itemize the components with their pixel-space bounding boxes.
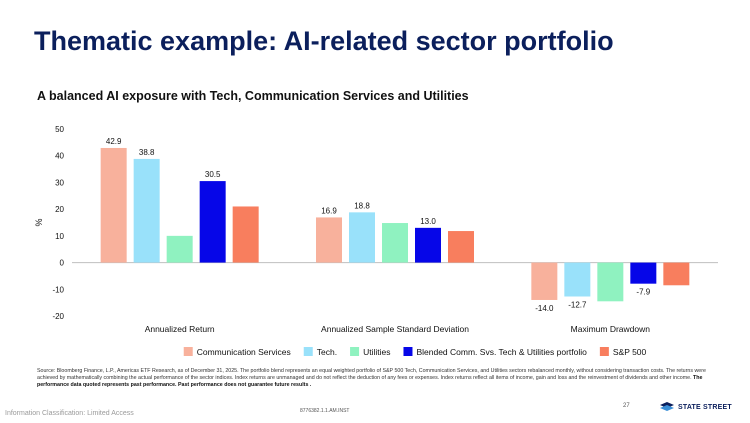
legend-swatch	[303, 347, 313, 356]
page-title: Thematic example: AI-related sector port…	[34, 26, 614, 56]
bar	[597, 262, 624, 302]
state-street-logo: STATE STREET	[660, 402, 732, 412]
y-tick-label: -10	[52, 285, 64, 294]
legend-swatch	[350, 347, 360, 356]
page-number: 27	[623, 403, 630, 409]
legend-label: Utilities	[363, 347, 390, 357]
classification-label: Information Classification: Limited Acce…	[5, 410, 134, 417]
source-text: Source: Bloomberg Finance, L.P., America…	[37, 368, 706, 382]
legend-swatch	[183, 347, 193, 356]
data-label: 18.8	[354, 201, 370, 210]
legend-label: Communication Services	[197, 347, 291, 357]
bar	[166, 235, 193, 263]
data-label: -14.0	[535, 304, 554, 313]
chart-subtitle: A balanced AI exposure with Tech, Commun…	[37, 89, 469, 103]
data-label: 42.9	[106, 137, 122, 146]
bar	[349, 212, 375, 263]
bar	[100, 147, 127, 263]
bar	[448, 231, 474, 263]
y-tick-label: 20	[55, 205, 64, 214]
bar	[199, 181, 226, 263]
bar	[382, 223, 408, 263]
legend-swatch	[403, 347, 413, 356]
y-tick-label: -20	[52, 312, 64, 321]
y-tick-label: 10	[55, 232, 64, 241]
legend: Communication Services Tech. Utilities Blen…	[183, 347, 647, 357]
source-disclaimer: The performance data quoted represents p…	[37, 375, 703, 389]
bar	[232, 206, 259, 263]
data-label: -7.9	[636, 288, 650, 297]
data-labels: 42.9 38.8 30.5 16.9 18.8 13.0 -14.0 -12.7 -7.9	[106, 137, 651, 313]
bar	[316, 217, 342, 263]
category-labels: Annualized Return Annualized Sample Stand…	[145, 324, 651, 334]
legend-label: Blended Comm. Svs. Tech & Utilities port…	[416, 347, 587, 357]
bar	[663, 262, 690, 286]
y-tick-label: 40	[55, 152, 64, 161]
bar	[564, 262, 591, 297]
legend-label: S&P 500	[613, 347, 647, 357]
y-axis-title: %	[34, 218, 44, 226]
y-tick-label: 0	[60, 259, 65, 268]
bar	[630, 262, 657, 284]
y-tick-label: 30	[55, 178, 64, 187]
source-note: Source: Bloomberg Finance, L.P., America…	[37, 368, 717, 389]
bar	[133, 158, 160, 263]
legend-swatch	[599, 347, 609, 356]
data-label: 38.8	[139, 148, 155, 157]
category-label: Annualized Sample Standard Deviation	[321, 324, 469, 334]
legend-label: Tech.	[317, 347, 337, 357]
bar-chart: -20 -10 0 10 20 30 40 50% 42.9 38.8 30.5 16.9 18.8 1…	[34, 125, 718, 357]
logo-text: STATE STREET	[678, 403, 732, 411]
data-label: 16.9	[321, 206, 337, 215]
y-tick-label: 50	[55, 125, 64, 134]
data-label: 13.0	[420, 217, 436, 226]
bars	[100, 147, 690, 302]
document-code: 8776382.1.1.AM.INST	[300, 408, 350, 414]
data-label: 30.5	[205, 170, 221, 179]
category-label: Annualized Return	[145, 324, 215, 334]
bar	[531, 262, 558, 300]
data-label: -12.7	[568, 300, 587, 309]
category-label: Maximum Drawdown	[571, 324, 651, 334]
bar	[415, 227, 441, 263]
logo-mark-icon	[660, 402, 674, 411]
